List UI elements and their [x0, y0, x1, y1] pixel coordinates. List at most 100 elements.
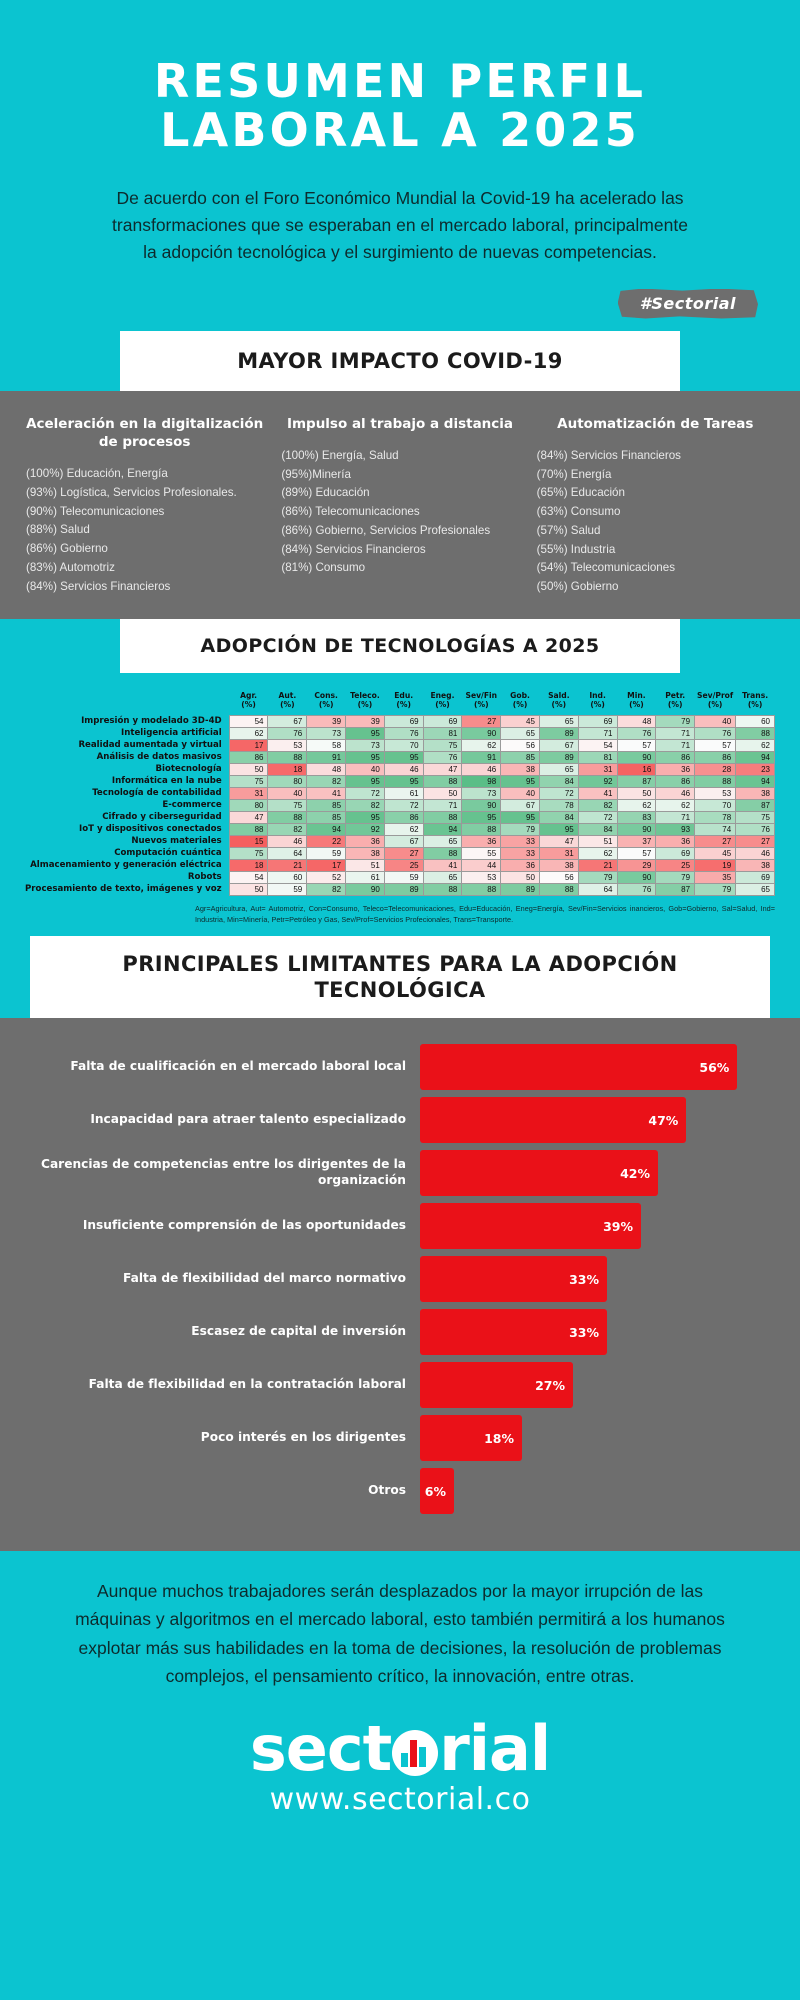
list-item: (63%) Consumo: [536, 505, 621, 519]
table-cell: 75: [735, 810, 775, 824]
outro-text: Aunque muchos trabajadores serán desplaz…: [75, 1581, 725, 1687]
list-item: (86%) Gobierno, Servicios Profesionales: [281, 523, 491, 537]
table-cell: 70: [694, 798, 737, 812]
table-cell: 54: [577, 738, 618, 752]
outro-section: Aunque muchos trabajadores serán desplaz…: [0, 1551, 800, 1705]
table-cell: 38: [735, 858, 775, 872]
table-cell: 62: [577, 846, 618, 860]
covid-column-digitalizacion: Aceleración en la digitalización de proc…: [22, 415, 267, 597]
table-cell: 64: [267, 846, 308, 860]
bar-row: Falta de cualificación en el mercado lab…: [0, 1044, 760, 1091]
table-corner-cell: [25, 689, 229, 715]
bar-row: Falta de flexibilidad del marco normativ…: [0, 1256, 760, 1303]
table-cell: 62: [616, 798, 657, 812]
table-cell: 61: [345, 870, 385, 884]
table-cell: 69: [383, 714, 424, 728]
table-cell: 87: [735, 798, 775, 812]
table-cell: 46: [461, 762, 502, 776]
row-header: Robots: [187, 872, 222, 883]
bar: 18%: [420, 1415, 522, 1462]
table-row: Nuevos materiales 15 46 22 36 67 65 36 33 47 51 37 3…: [25, 834, 775, 848]
table-cell: 85: [500, 750, 540, 764]
table-cell: 47: [228, 810, 269, 824]
row-header: Inteligencia artificial: [121, 728, 222, 739]
table-header-row: Agr. (%) Aut. (%) Cons. (%) Teleco. (%) Edu. (%) E…: [25, 689, 775, 715]
footer-section: sect rial www.sectorial.co: [0, 1704, 800, 1818]
footer-url: www.sectorial.co: [269, 1782, 531, 1818]
table-cell: 94: [306, 822, 347, 836]
row-header: E-commerce: [162, 800, 222, 811]
table-cell: 18: [267, 762, 308, 776]
bar-label: Falta de flexibilidad del marco normativ…: [123, 1271, 406, 1286]
table-cell: 67: [538, 738, 579, 752]
table-cell: 36: [655, 834, 696, 848]
bar-row: Poco interés en los dirigentes 18%: [0, 1415, 760, 1462]
sectorial-logo: sect rial: [250, 1718, 551, 1780]
table-cell: 53: [461, 870, 502, 884]
table-cell: 69: [577, 714, 618, 728]
table-cell: 82: [577, 798, 618, 812]
bar-label: Incapacidad para atraer talento especial…: [90, 1112, 406, 1127]
hero-section: RESUMEN PERFIL LABORAL A 2025 De acuerdo…: [0, 0, 800, 331]
table-cell: 82: [306, 774, 347, 788]
table-cell: 21: [267, 858, 308, 872]
table-cell: 81: [577, 750, 618, 764]
table-cell: 40: [500, 786, 540, 800]
table-cell: 40: [345, 762, 385, 776]
table-cell: 91: [306, 750, 347, 764]
table-cell: 75: [228, 846, 269, 860]
table-cell: 67: [267, 714, 308, 728]
table-cell: 85: [306, 798, 347, 812]
table-row: Tecnología de contabilidad 31 40 41 72 61 50 73…: [25, 786, 775, 800]
table-cell: 95: [345, 810, 385, 824]
table-cell: 89: [538, 726, 579, 740]
row-header: IoT y dispositivos conectados: [79, 824, 222, 835]
table-cell: 75: [267, 798, 308, 812]
table-cell: 82: [267, 822, 308, 836]
table-cell: 36: [655, 762, 696, 776]
table-cell: 83: [616, 810, 657, 824]
table-cell: 27: [383, 846, 424, 860]
table-cell: 67: [383, 834, 424, 848]
table-body: Impresión y modelado 3D-4D 54 67 39 39 69 69 27…: [25, 714, 775, 896]
table-cell: 27: [461, 714, 502, 728]
table-cell: 80: [228, 798, 269, 812]
table-cell: 84: [577, 822, 618, 836]
bar-label: Falta de flexibilidad en la contratación…: [88, 1377, 406, 1392]
bar-track: 18%: [420, 1415, 760, 1462]
table-cell: 73: [345, 738, 385, 752]
table-cell: 44: [461, 858, 502, 872]
column-header: Sald. (%): [548, 690, 570, 710]
list-item: (86%) Telecomunicaciones: [281, 505, 420, 519]
bar: 33%: [420, 1309, 607, 1356]
row-header: Tecnología de contabilidad: [92, 788, 222, 799]
table-cell: 16: [616, 762, 657, 776]
list-item: (84%) Servicios Financieros: [26, 579, 171, 593]
list-item: (54%) Telecomunicaciones: [536, 561, 675, 575]
table-cell: 90: [616, 822, 657, 836]
table-cell: 92: [345, 822, 385, 836]
logo-bar-3: [419, 1747, 427, 1768]
bar-label: Falta de cualificación en el mercado lab…: [70, 1059, 406, 1074]
table-cell: 39: [306, 714, 347, 728]
table-cell: 17: [306, 858, 347, 872]
table-cell: 76: [694, 726, 737, 740]
table-cell: 38: [345, 846, 385, 860]
table-cell: 76: [267, 726, 308, 740]
table-cell: 40: [694, 714, 737, 728]
page-title-line-2: LABORAL A 2025: [160, 102, 640, 157]
table-cell: 88: [422, 846, 463, 860]
table-cell: 79: [577, 870, 618, 884]
column-header: Gob. (%): [510, 690, 530, 710]
tech-adoption-section: Agr. (%) Aut. (%) Cons. (%) Teleco. (%) Edu. (%) E…: [0, 672, 800, 936]
table-cell: 76: [422, 750, 463, 764]
page-title-line-1: RESUMEN PERFIL: [153, 53, 647, 108]
table-header: Agr. (%) Aut. (%) Cons. (%) Teleco. (%) Edu. (%) E…: [25, 689, 775, 715]
table-cell: 88: [267, 810, 308, 824]
table-cell: 86: [655, 774, 696, 788]
table-cell: 65: [422, 834, 463, 848]
table-cell: 62: [383, 822, 424, 836]
table-cell: 69: [422, 714, 463, 728]
table-cell: 71: [655, 738, 696, 752]
